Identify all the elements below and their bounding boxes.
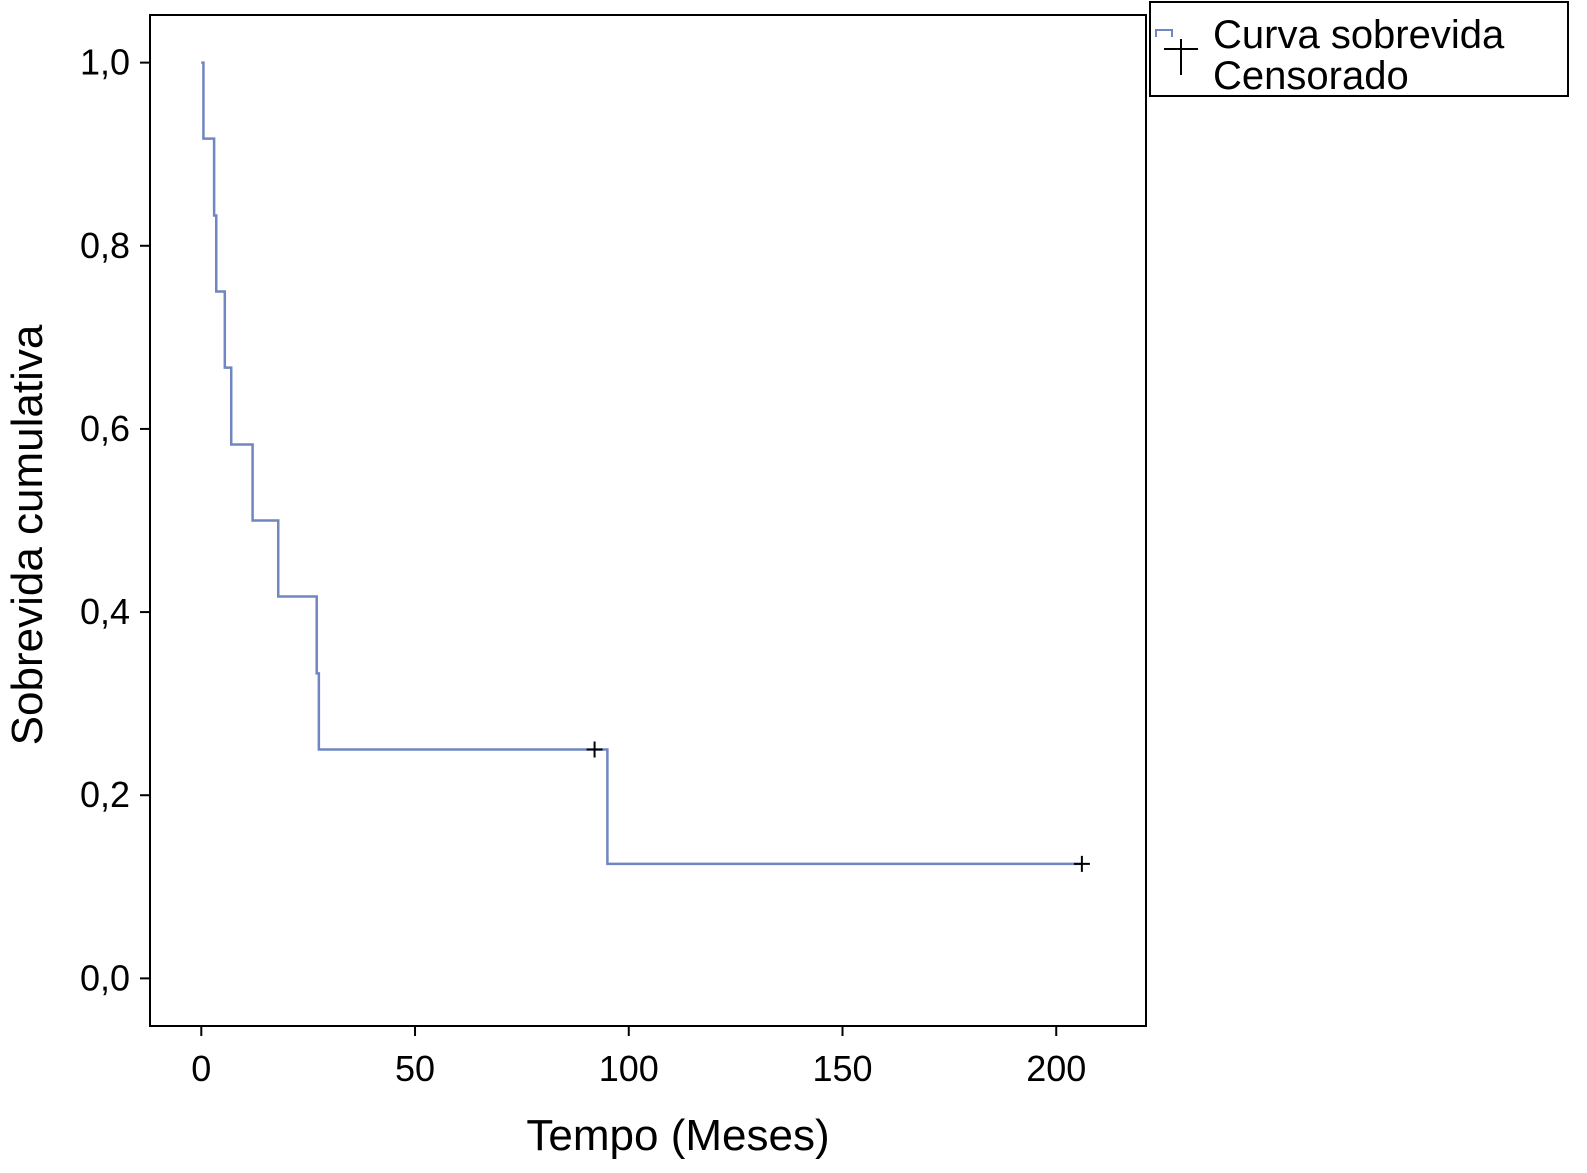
legend-censored-label: Censorado xyxy=(1213,54,1409,98)
y-tick-label: 1,0 xyxy=(80,42,130,83)
survival-curve-line xyxy=(201,61,1082,866)
series-layer xyxy=(201,61,1082,866)
legend-censored-marker xyxy=(1164,39,1198,75)
x-axis-title: Tempo (Meses) xyxy=(526,1111,829,1160)
censored-marker xyxy=(586,741,603,758)
y-tick-label: 0,0 xyxy=(80,957,130,998)
y-axis-title: Sobrevida cumulativa xyxy=(3,324,52,745)
x-tick-label: 100 xyxy=(599,1048,659,1089)
y-axis: 0,0 0,2 0,4 0,6 0,8 1,0 xyxy=(80,42,150,998)
x-tick-label: 150 xyxy=(812,1048,872,1089)
plot-frame xyxy=(149,14,1147,1027)
x-axis: 0 50 100 150 200 xyxy=(191,1026,1086,1089)
censored-marker xyxy=(1073,855,1090,872)
y-tick-label: 0,2 xyxy=(80,774,130,815)
legend: Curva sobrevida Censorado xyxy=(1149,1,1569,98)
x-tick-label: 50 xyxy=(395,1048,435,1089)
x-tick-label: 200 xyxy=(1026,1048,1086,1089)
legend-survival-label: Curva sobrevida xyxy=(1213,13,1505,57)
legend-box xyxy=(1149,1,1569,97)
y-tick-label: 0,6 xyxy=(80,408,130,449)
y-tick-label: 0,4 xyxy=(80,591,130,632)
x-tick-label: 0 xyxy=(191,1048,211,1089)
legend-survival-swatch xyxy=(1155,29,1173,37)
censor-layer xyxy=(586,741,1090,872)
y-tick-label: 0,8 xyxy=(80,225,130,266)
